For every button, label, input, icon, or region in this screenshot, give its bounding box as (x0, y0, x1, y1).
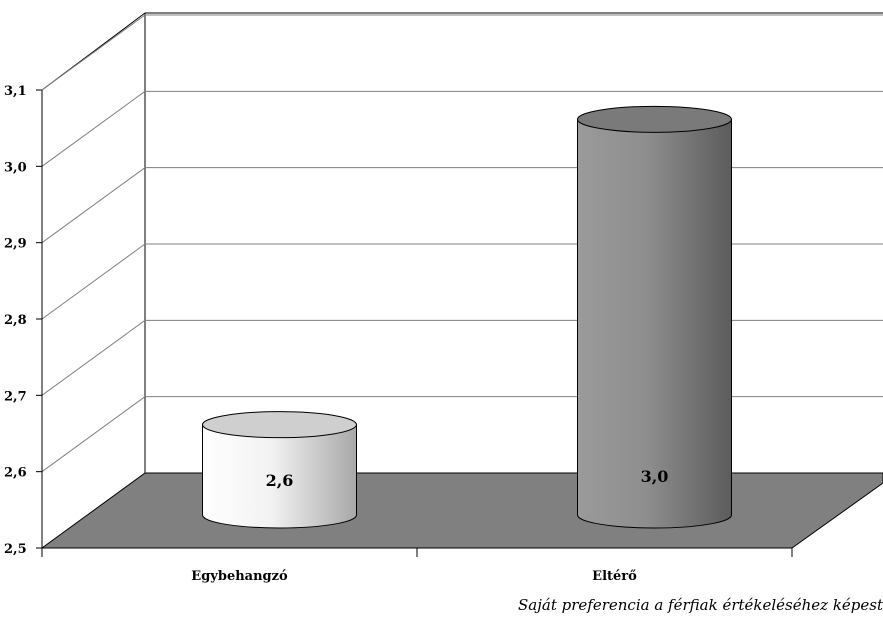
gridline-side (41, 90, 146, 167)
gridline-side (41, 243, 146, 320)
y-tick-label: 3,1 (4, 84, 27, 99)
bar-body (577, 118, 732, 529)
x-category-label: Egybehangzó (191, 569, 288, 584)
gridline-side (41, 396, 146, 473)
y-tick-label: 2,9 (4, 237, 27, 252)
y-tick-label: 2,8 (4, 313, 27, 328)
bar-1 (202, 411, 357, 529)
bar-body (202, 424, 357, 529)
y-tick-label: 2,7 (4, 389, 27, 404)
gridline-side (41, 14, 146, 91)
data-label: 3,0 (641, 467, 669, 486)
bars (202, 105, 732, 529)
bar-2 (577, 105, 732, 529)
data-label: 2,6 (266, 471, 294, 490)
bar-top (577, 105, 732, 133)
chart: 2,5 2,6 2,7 2,8 2,9 3,0 3,1 2,6 Egybehangzó 3,0 El… (4, 12, 883, 584)
floor-plane (40, 472, 883, 549)
bar-top (202, 411, 357, 439)
x-category-label: Eltérő (592, 569, 637, 584)
gridline-side (41, 319, 146, 396)
y-tick-label: 2,5 (4, 542, 27, 557)
plot-walls (36, 12, 883, 549)
y-tick-label: 2,6 (4, 466, 27, 481)
gridline-side (41, 167, 146, 244)
y-tick-label: 3,0 (4, 160, 27, 175)
labels: 2,5 2,6 2,7 2,8 2,9 3,0 3,1 2,6 Egybehangzó 3,0 El… (4, 84, 668, 584)
chart-caption: Saját preferencia a férfiak értékeléséhe… (518, 596, 883, 614)
plot-floor (40, 472, 883, 557)
